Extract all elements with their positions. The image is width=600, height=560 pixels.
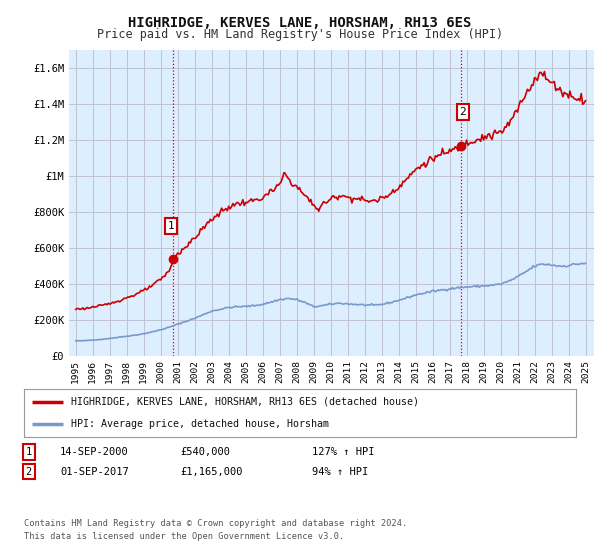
Text: 1: 1 <box>168 221 175 231</box>
Text: 127% ↑ HPI: 127% ↑ HPI <box>312 447 374 457</box>
Text: 2: 2 <box>459 107 466 117</box>
Text: 14-SEP-2000: 14-SEP-2000 <box>60 447 129 457</box>
Text: £1,165,000: £1,165,000 <box>180 466 242 477</box>
Text: HIGHRIDGE, KERVES LANE, HORSHAM, RH13 6ES (detached house): HIGHRIDGE, KERVES LANE, HORSHAM, RH13 6E… <box>71 396 419 407</box>
Text: 01-SEP-2017: 01-SEP-2017 <box>60 466 129 477</box>
Text: HPI: Average price, detached house, Horsham: HPI: Average price, detached house, Hors… <box>71 419 329 430</box>
Text: Contains HM Land Registry data © Crown copyright and database right 2024.: Contains HM Land Registry data © Crown c… <box>24 519 407 528</box>
Text: 94% ↑ HPI: 94% ↑ HPI <box>312 466 368 477</box>
Text: HIGHRIDGE, KERVES LANE, HORSHAM, RH13 6ES: HIGHRIDGE, KERVES LANE, HORSHAM, RH13 6E… <box>128 16 472 30</box>
Text: Price paid vs. HM Land Registry's House Price Index (HPI): Price paid vs. HM Land Registry's House … <box>97 28 503 41</box>
Text: This data is licensed under the Open Government Licence v3.0.: This data is licensed under the Open Gov… <box>24 532 344 541</box>
Text: 2: 2 <box>26 466 32 477</box>
Text: £540,000: £540,000 <box>180 447 230 457</box>
Text: 1: 1 <box>26 447 32 457</box>
